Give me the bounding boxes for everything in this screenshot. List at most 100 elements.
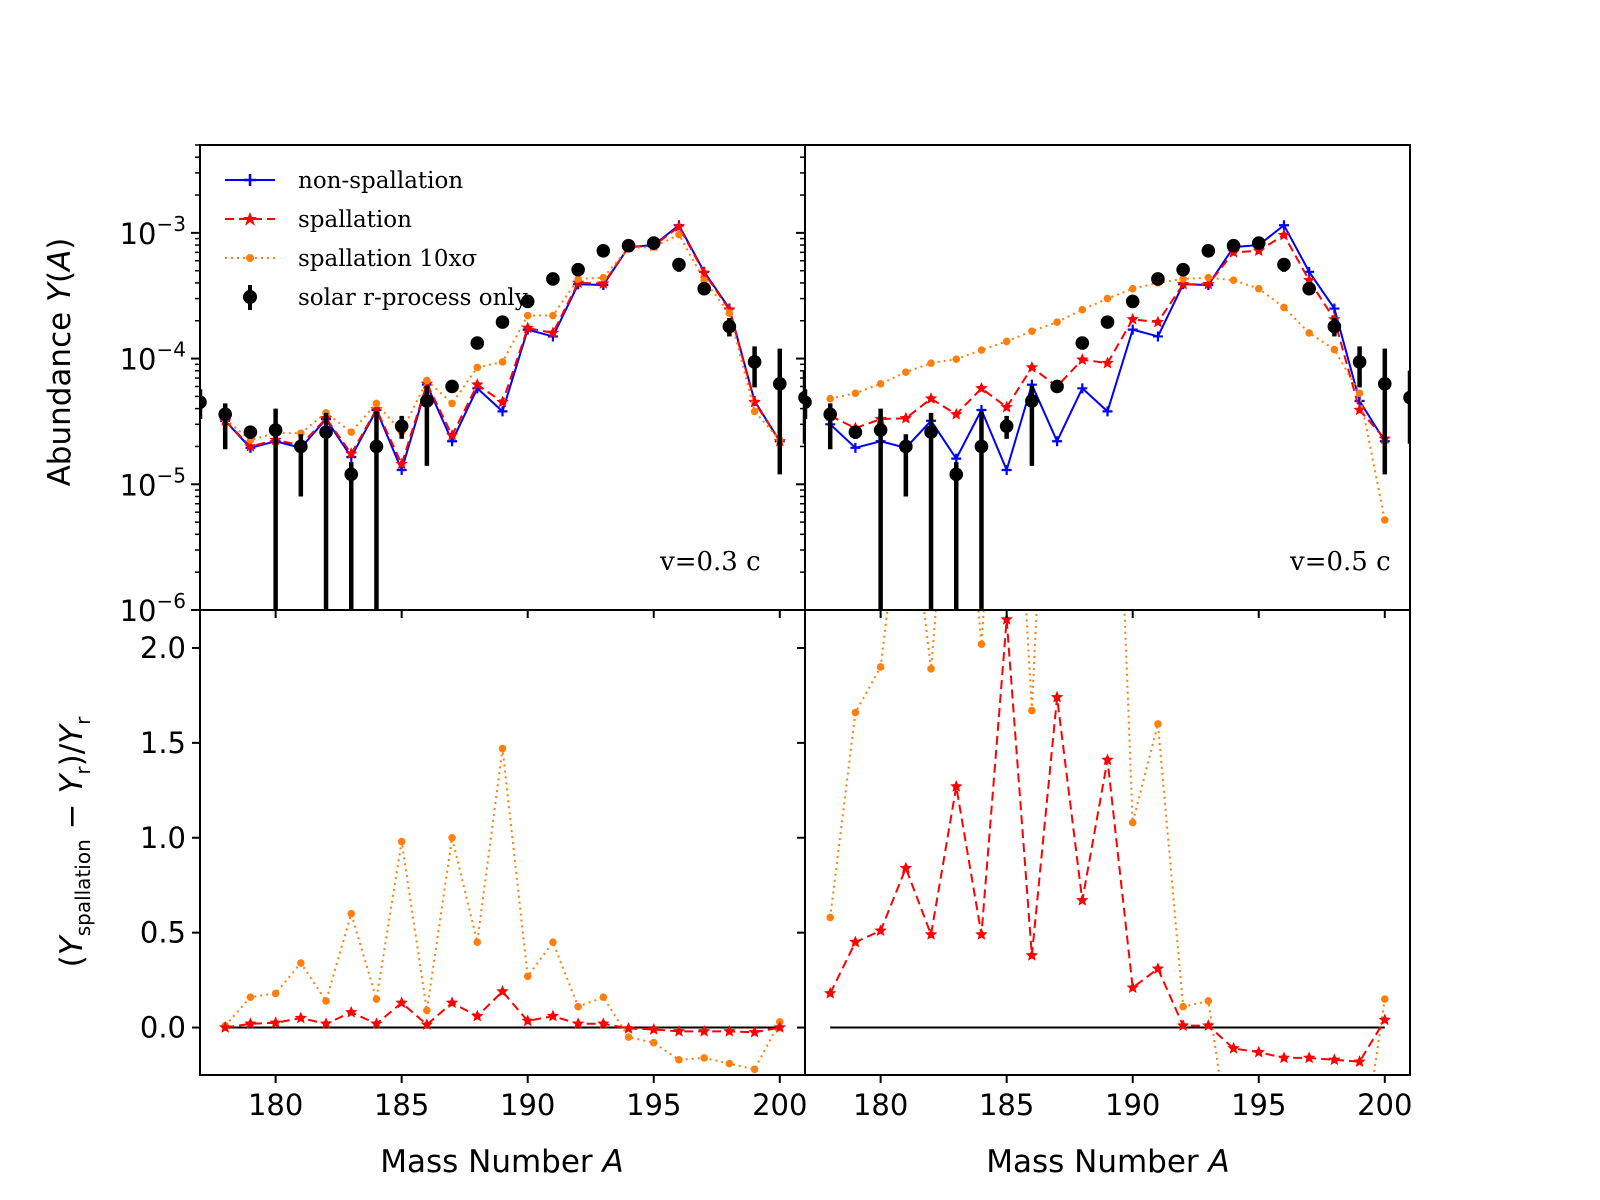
top-right-axes-frame — [804, 144, 1411, 611]
data-point — [826, 913, 835, 922]
data-point — [773, 1021, 786, 1033]
data-point — [370, 402, 383, 415]
tick-label: 10−4 — [120, 338, 186, 377]
bottom-left-plot-area — [219, 744, 786, 1074]
data-point — [622, 1022, 635, 1034]
data-point — [874, 924, 887, 937]
data-point — [574, 275, 582, 283]
data-point — [370, 1017, 383, 1030]
tick-label: 1.5 — [140, 726, 186, 760]
tick-label: 0.5 — [140, 916, 186, 950]
data-point — [1126, 981, 1139, 993]
data-point — [723, 1024, 736, 1037]
data-point — [448, 399, 456, 408]
data-point — [523, 311, 532, 320]
tick-label: 1.0 — [140, 821, 186, 855]
data-point — [599, 993, 608, 1001]
data-point — [372, 399, 381, 408]
data-point — [372, 995, 381, 1003]
data-point — [951, 453, 962, 464]
data-point — [1280, 1176, 1288, 1184]
tick-label: 180 — [853, 1088, 908, 1122]
legend-entry-non-spallation: non-spallation — [225, 168, 463, 194]
data-point — [624, 1033, 633, 1041]
solar-data-point — [999, 419, 1014, 433]
data-point — [824, 986, 837, 999]
data-point — [1328, 1053, 1341, 1066]
series-line-spallation-10x- — [830, 276, 1386, 521]
solar-data-point — [899, 439, 913, 454]
data-point — [902, 368, 910, 376]
data-point — [1128, 818, 1137, 827]
top-left-axes-frame — [199, 144, 806, 611]
data-point — [725, 1059, 734, 1068]
data-point — [899, 411, 913, 424]
data-point — [1302, 1051, 1316, 1064]
solar-data-point — [596, 244, 611, 258]
data-point — [1102, 406, 1113, 417]
series-line-non-spallation — [829, 223, 1386, 473]
solar-data-point — [546, 272, 560, 286]
solar-data-point — [798, 390, 805, 405]
data-point — [322, 997, 330, 1005]
top-right-plot-area — [805, 220, 1410, 610]
tick-label: 190 — [1105, 1088, 1160, 1122]
tick-label: 200 — [752, 1088, 807, 1122]
data-point — [1053, 318, 1061, 326]
data-point — [1128, 284, 1137, 293]
solar-data-point — [218, 407, 233, 422]
solar-data-point — [1377, 377, 1392, 391]
legend-label: spallation 10xσ — [298, 246, 477, 272]
solar-data-point — [319, 425, 333, 439]
data-point — [599, 273, 608, 282]
data-point — [1252, 1045, 1265, 1058]
data-point — [1252, 244, 1265, 257]
solar-data-point — [747, 355, 762, 369]
data-point — [1176, 277, 1190, 290]
data-point — [1151, 962, 1165, 974]
data-point — [397, 837, 406, 846]
data-point — [498, 744, 507, 753]
solar-data-point — [1125, 294, 1140, 309]
solar-data-point — [1151, 272, 1165, 286]
solar-data-point — [772, 377, 787, 391]
data-point — [1305, 1166, 1313, 1174]
data-point — [1179, 275, 1187, 283]
data-point — [876, 380, 885, 388]
data-point — [1330, 345, 1339, 354]
solar-data-point — [369, 439, 384, 454]
data-point — [1104, 170, 1112, 178]
data-point — [345, 447, 358, 459]
series-line-spallation-10x- — [224, 748, 781, 1071]
bottom-right-axes-frame — [804, 609, 1411, 1076]
solar-data-point — [722, 319, 737, 334]
data-point — [1331, 1166, 1339, 1174]
data-point — [1254, 284, 1263, 293]
solar-data-point — [1201, 244, 1216, 258]
series-line-spallation — [225, 990, 780, 1034]
data-point — [244, 1017, 257, 1030]
data-point — [1127, 324, 1138, 335]
legend: non-spallation spallation spallation 10x… — [225, 168, 528, 311]
solar-data-point — [1176, 262, 1190, 277]
legend-label: spallation — [298, 207, 412, 233]
data-point — [546, 1009, 560, 1022]
data-point — [1255, 1176, 1263, 1184]
tick-label: 200 — [1357, 1088, 1412, 1122]
data-point — [1078, 305, 1087, 314]
data-point — [851, 708, 860, 717]
data-point — [675, 1056, 683, 1064]
data-point — [1204, 273, 1213, 282]
solar-data-point — [805, 395, 812, 409]
data-point — [1152, 331, 1163, 342]
data-point — [497, 406, 508, 417]
data-point — [1277, 1051, 1291, 1064]
data-point — [899, 861, 913, 874]
solar-data-point — [520, 294, 535, 309]
data-point — [471, 1009, 484, 1022]
solar-data-point — [949, 467, 964, 482]
data-point — [1078, 265, 1086, 273]
data-point — [1076, 353, 1089, 365]
data-point — [597, 1017, 610, 1030]
data-point — [1227, 1041, 1240, 1054]
